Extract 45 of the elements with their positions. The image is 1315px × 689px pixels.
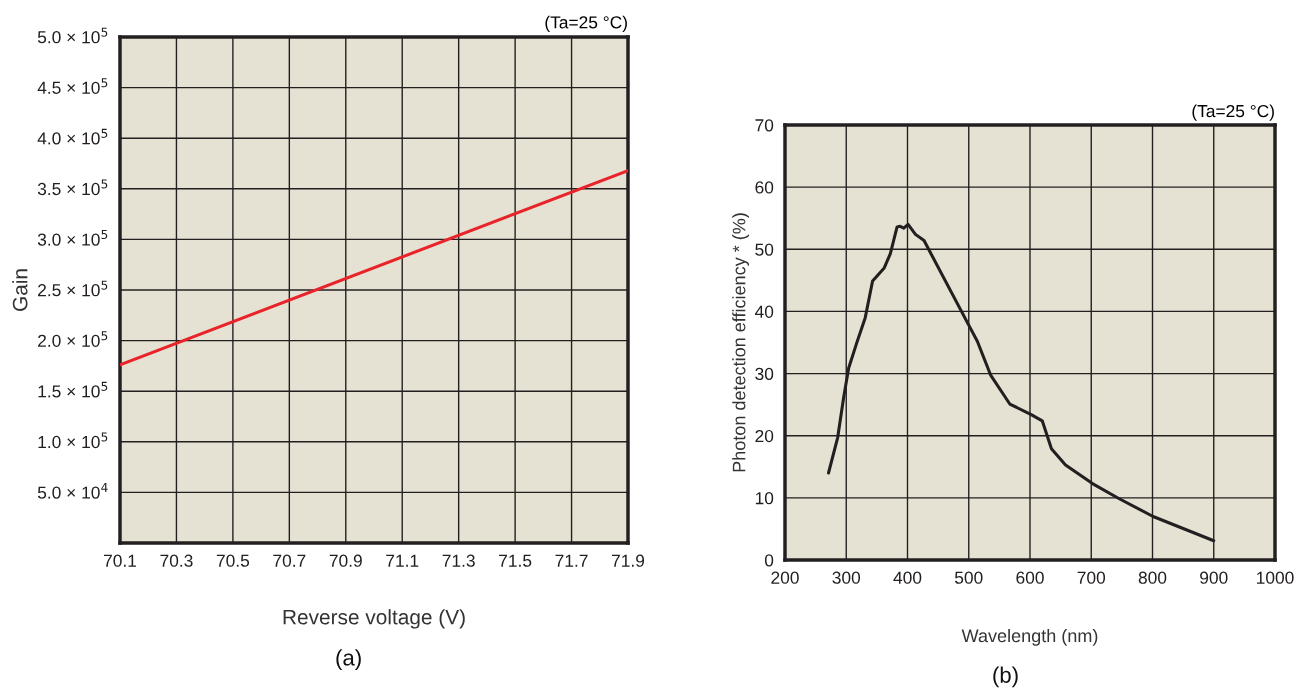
chart-subtitle: (Ta=25 °C) (1192, 104, 1274, 121)
x-tick-label: 300 (832, 571, 861, 584)
y-tick-label: 5.0 × 10$^{5}$ (37, 27, 108, 44)
x-tick-label: 71.1 (386, 554, 419, 567)
y-tick-label: 30 (755, 367, 774, 381)
x-tick-label: 71.9 (612, 554, 645, 567)
y-tick-label: 60 (755, 181, 774, 194)
x-tick-label: 600 (1016, 571, 1044, 584)
y-tick-label: 2.0 × 10$^{5}$ (38, 331, 108, 347)
x-tick-label: 70.7 (273, 554, 306, 567)
y-tick-label: 2.5 × 10$^{5}$ (38, 280, 108, 297)
x-tick-label: 1000 (1257, 571, 1294, 584)
x-tick-label: 71.7 (555, 554, 588, 567)
y-axis-title: Photon detection efficiency * (%) (732, 213, 750, 472)
x-tick-label: 70.5 (216, 554, 250, 567)
y-tick-label: 20 (755, 429, 774, 443)
text: (b) (993, 666, 1018, 688)
x-tick-label: 400 (893, 571, 922, 584)
x-tick-label: 70.9 (329, 554, 362, 567)
y-tick-label: 0 (764, 554, 774, 567)
y-tick-label: 40 (754, 305, 774, 318)
x-tick-label: 900 (1200, 571, 1228, 584)
x-axis-title: Wavelength (nm) (961, 628, 1098, 646)
x-tick-label: 70.3 (160, 554, 193, 567)
y-tick-label: 10 (755, 492, 774, 505)
y-tick-label: 4.5 × 10$^{5}$ (37, 78, 108, 94)
x-tick-label: 500 (954, 571, 983, 584)
y-tick-label: 5.0 × 10$^{4}$ (37, 483, 108, 499)
x-axis-title: Reverse voltage (V) (283, 609, 465, 629)
y-tick-label: 4.0 × 10$^{5}$ (37, 128, 108, 145)
y-tick-label: 70 (755, 119, 774, 132)
x-tick-label: 700 (1077, 571, 1106, 584)
y-axis-title: Gain (12, 269, 28, 311)
x-tick-label: 800 (1138, 571, 1167, 584)
chart-subtitle: (Ta=25 °C) (545, 15, 627, 32)
x-tick-label: 200 (771, 571, 799, 584)
y-tick-label: 1.0 × 10$^{5}$ (38, 432, 108, 449)
x-tick-label: 70.1 (104, 554, 137, 567)
x-tick-label: 71.5 (499, 554, 532, 567)
text: (a) (336, 649, 361, 670)
x-tick-label: 71.3 (442, 554, 475, 567)
y-tick-label: 1.5 × 10$^{5}$ (38, 381, 108, 398)
y-tick-label: 3.0 × 10$^{5}$ (37, 230, 108, 246)
y-tick-label: 50 (755, 243, 774, 256)
y-tick-label: 3.5 × 10$^{5}$ (37, 179, 108, 196)
